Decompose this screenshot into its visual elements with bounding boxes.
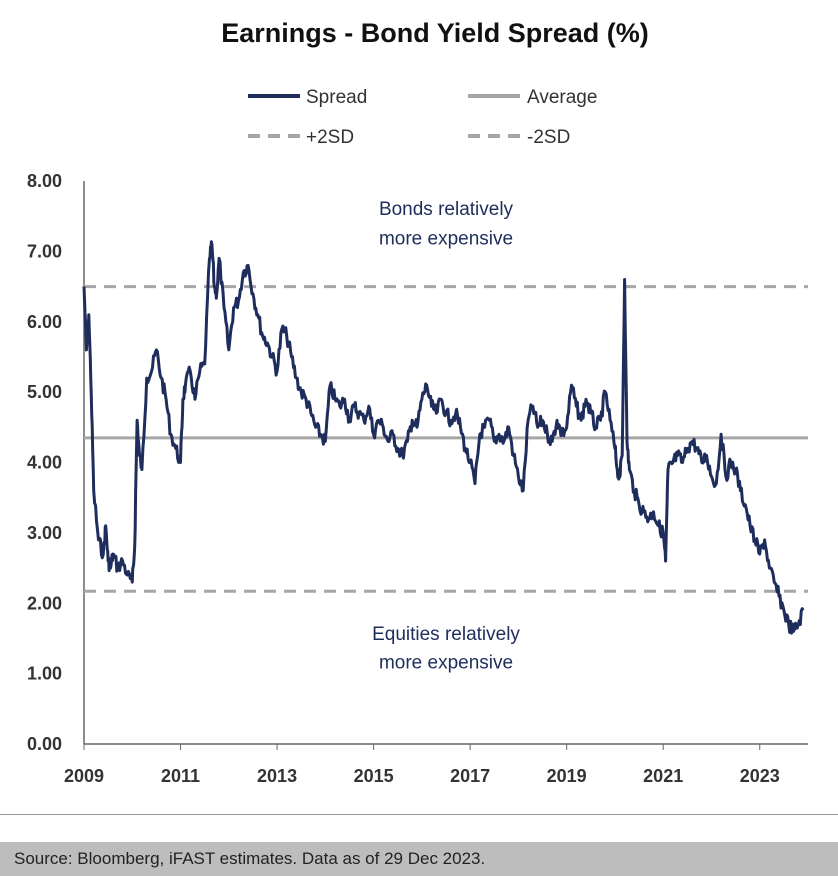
legend-label-plus-2sd: +2SD [306,127,354,148]
y-tick-label: 1.00 [27,664,62,684]
x-tick-labels: 2009 2011 2013 2015 2017 2019 2021 2023 [64,744,780,786]
y-tick-label: 4.00 [27,453,62,473]
spread-series-line [82,240,805,635]
y-tick-label: 8.00 [27,171,62,191]
annotation-equities-line1: Equities relatively [372,624,520,645]
x-tick-label: 2013 [257,766,297,786]
legend-item-spread: Spread [248,87,367,108]
legend: Spread Average +2SD -2SD [248,87,597,148]
chart-canvas: Spread Average +2SD -2SD 0.00 1.00 2.00 3.0… [27,87,808,786]
source-note: Source: Bloomberg, iFAST estimates. Data… [0,842,838,876]
legend-item-average: Average [468,87,597,108]
legend-label-minus-2sd: -2SD [527,127,570,148]
y-tick-label: 0.00 [27,734,62,754]
x-tick-label: 2011 [161,766,200,786]
legend-label-spread: Spread [306,87,367,108]
legend-item-minus-2sd: -2SD [468,127,570,148]
legend-item-plus-2sd: +2SD [248,127,354,148]
x-tick-label: 2009 [64,766,104,786]
x-tick-label: 2021 [643,766,683,786]
legend-label-average: Average [527,87,597,108]
chart-title: Earnings - Bond Yield Spread (%) [221,18,649,48]
annotation-bonds-line2: more expensive [379,228,513,249]
y-tick-label: 5.00 [27,382,62,402]
y-tick-label: 3.00 [27,523,62,543]
footer-divider [0,814,838,815]
y-tick-label: 2.00 [27,593,62,613]
x-tick-label: 2017 [450,766,490,786]
annotation-bonds-line1: Bonds relatively [379,199,514,220]
annotation-equities-line2: more expensive [379,653,513,674]
x-tick-label: 2023 [740,766,780,786]
y-tick-label: 6.00 [27,312,62,332]
y-tick-labels: 0.00 1.00 2.00 3.00 4.00 5.00 6.00 7.00 8.00 [27,171,62,754]
y-tick-label: 7.00 [27,241,62,261]
x-tick-label: 2019 [547,766,587,786]
x-tick-label: 2015 [354,766,394,786]
